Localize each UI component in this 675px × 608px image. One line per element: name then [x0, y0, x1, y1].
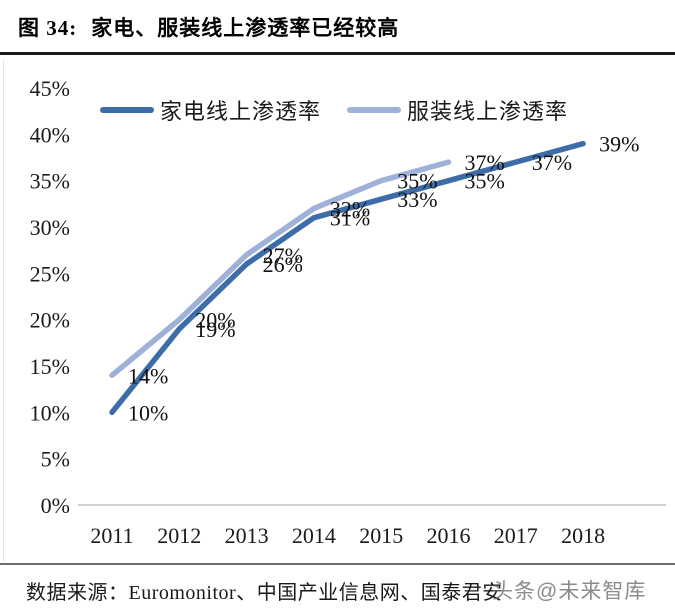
y-tick-label: 20%	[30, 308, 70, 333]
data-label: 26%	[263, 252, 303, 277]
source-text: 数据来源：Euromonitor、中国产业信息网、国泰君安	[26, 582, 503, 604]
data-label: 19%	[195, 317, 235, 342]
legend-swatch-apparel	[347, 107, 402, 113]
y-tick-label: 25%	[30, 261, 70, 286]
x-tick-label: 2018	[561, 523, 605, 548]
y-tick-label: 45%	[30, 76, 70, 101]
x-tick-label: 2016	[427, 523, 471, 548]
data-label: 32%	[330, 196, 370, 221]
y-tick-label: 30%	[30, 215, 70, 240]
x-tick-label: 2012	[157, 523, 201, 548]
y-tick-label: 10%	[30, 400, 70, 425]
x-tick-label: 2011	[90, 523, 133, 548]
data-label: 27%	[263, 243, 303, 268]
x-tick-label: 2013	[225, 523, 269, 548]
x-tick-label: 2015	[359, 523, 403, 548]
figure-number: 图 34:	[18, 16, 78, 40]
data-label: 37%	[465, 150, 505, 175]
data-label: 35%	[465, 169, 505, 194]
legend-item-appliance: 家电线上渗透率	[100, 94, 321, 126]
watermark-text: 头条@未来智库	[492, 580, 647, 603]
x-tick-label: 2014	[292, 523, 336, 548]
data-label: 10%	[128, 400, 168, 425]
y-tick-label: 35%	[30, 169, 70, 194]
chart-bottom-divider	[0, 563, 675, 565]
series-line	[109, 159, 452, 379]
legend-label-apparel: 服装线上渗透率	[407, 99, 569, 124]
data-label: 20%	[195, 308, 235, 333]
figure-title-text: 家电、服装线上渗透率已经较高	[91, 16, 400, 40]
chart-legend: 家电线上渗透率 服装线上渗透率	[100, 94, 568, 126]
data-label: 14%	[128, 363, 168, 388]
legend-swatch-appliance	[100, 107, 154, 113]
data-label: 33%	[397, 187, 437, 212]
legend-label-appliance: 家电线上渗透率	[160, 99, 322, 124]
y-tick-label: 15%	[30, 354, 70, 379]
title-divider	[0, 52, 675, 55]
chart-area	[3, 60, 673, 562]
data-label: 39%	[599, 132, 639, 157]
data-label: 35%	[397, 169, 437, 194]
y-tick-label: 0%	[41, 493, 70, 518]
figure-title: 图 34: 家电、服装线上渗透率已经较高	[18, 12, 399, 42]
y-tick-label: 5%	[41, 447, 70, 472]
legend-item-apparel: 服装线上渗透率	[347, 94, 568, 126]
series-line	[109, 140, 586, 416]
y-tick-label: 40%	[30, 122, 70, 147]
data-label: 31%	[330, 206, 370, 231]
x-tick-label: 2017	[494, 523, 538, 548]
data-label: 37%	[532, 150, 572, 175]
